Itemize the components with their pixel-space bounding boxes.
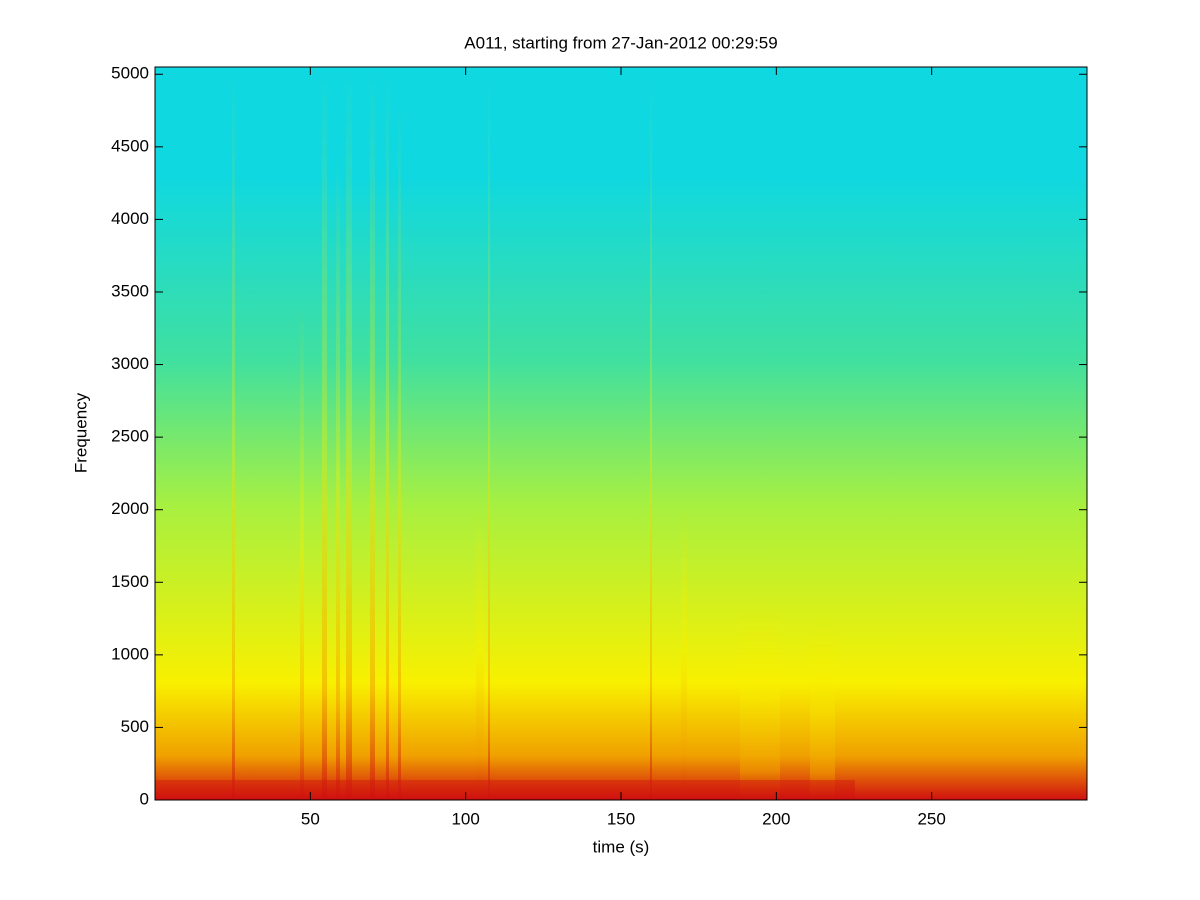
y-tick-label: 1500 bbox=[111, 572, 149, 591]
y-tick-label: 4000 bbox=[111, 209, 149, 228]
y-tick-label: 5000 bbox=[111, 64, 149, 83]
y-tick-label: 1000 bbox=[111, 644, 149, 663]
x-tick-label: 100 bbox=[451, 809, 479, 828]
y-tick-label: 2500 bbox=[111, 427, 149, 446]
spectrogram-texture bbox=[155, 67, 855, 800]
x-tick-label: 150 bbox=[607, 809, 635, 828]
chart-title: A011, starting from 27-Jan-2012 00:29:59 bbox=[464, 33, 777, 52]
y-axis-label: Frequency bbox=[71, 392, 90, 473]
y-tick-label: 4500 bbox=[111, 136, 149, 155]
y-tick-label: 3500 bbox=[111, 281, 149, 300]
y-tick-label: 2000 bbox=[111, 499, 149, 518]
y-tick-label: 500 bbox=[121, 717, 149, 736]
x-tick-label: 50 bbox=[301, 809, 320, 828]
y-tick-label: 0 bbox=[140, 789, 149, 808]
x-axis-label: time (s) bbox=[593, 837, 650, 856]
spectrogram-image bbox=[155, 67, 1087, 800]
x-tick-label: 200 bbox=[762, 809, 790, 828]
y-tick-label: 3000 bbox=[111, 354, 149, 373]
x-tick-label: 250 bbox=[917, 809, 945, 828]
